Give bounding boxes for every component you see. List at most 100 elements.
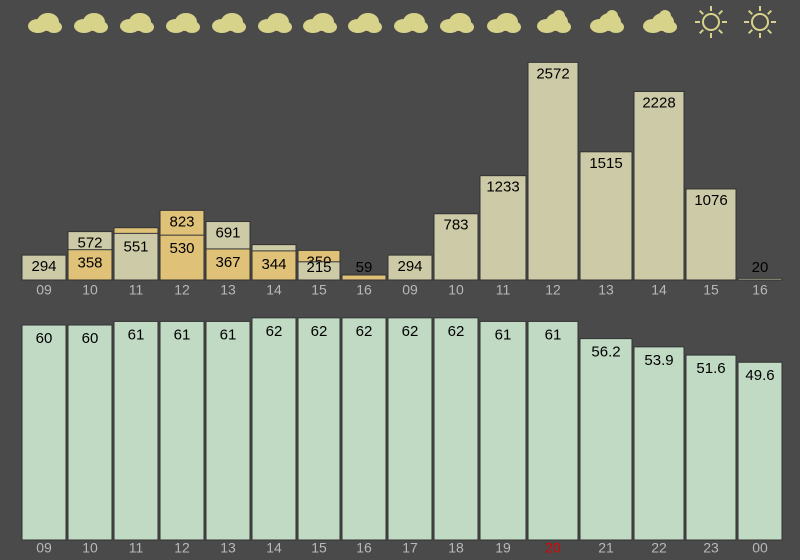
cloud-icon <box>458 21 474 33</box>
sun-ray <box>767 9 773 15</box>
x-label: 15 <box>703 282 719 298</box>
inner-bar <box>113 232 159 281</box>
bar <box>685 354 737 541</box>
bar-label: 60 <box>82 330 99 347</box>
bar-label: 62 <box>356 323 373 340</box>
cloud-icon <box>92 21 108 33</box>
bar-label: 59 <box>356 259 373 276</box>
bar <box>579 338 633 541</box>
bar-label: 20 <box>752 259 769 276</box>
bar-label: 823 <box>169 213 194 230</box>
bar <box>387 317 433 541</box>
x-label: 11 <box>129 282 144 298</box>
x-label: 10 <box>82 282 98 298</box>
bar-label: 691 <box>215 224 240 241</box>
cloud-icon <box>555 21 571 33</box>
bar <box>685 188 737 281</box>
bar <box>205 320 251 541</box>
bar <box>21 254 67 281</box>
bar <box>341 274 387 281</box>
cloud-icon <box>661 21 677 33</box>
inner-bar-label: 551 <box>123 238 148 255</box>
x-label: 09 <box>36 540 52 556</box>
x-label: 10 <box>82 540 98 556</box>
x-label: 21 <box>598 540 614 556</box>
x-label: 20 <box>545 540 561 556</box>
inner-bar-label: 358 <box>77 255 102 272</box>
bar <box>21 324 67 541</box>
bar <box>341 317 387 541</box>
inner-bar-label: 215 <box>306 259 331 276</box>
bar-label: 2572 <box>536 65 569 82</box>
inner-bar <box>205 248 251 281</box>
cloud-icon <box>366 21 382 33</box>
bar <box>633 346 685 541</box>
bar <box>159 320 205 541</box>
bar <box>433 317 479 541</box>
inner-bar <box>67 249 113 281</box>
x-label: 14 <box>266 282 282 298</box>
x-label: 19 <box>495 540 511 556</box>
bar-label: 61 <box>545 326 562 343</box>
inner-bar <box>251 250 297 281</box>
bar <box>67 324 113 541</box>
cloud-icon <box>46 21 62 33</box>
cloud-icon <box>321 21 337 33</box>
bar-label: 1515 <box>589 155 622 172</box>
inner-bar-label: 530 <box>169 240 194 257</box>
bar-label: 1233 <box>486 179 519 196</box>
x-label: 12 <box>174 540 190 556</box>
cloud-icon <box>505 21 521 33</box>
bar-label: 53.9 <box>644 352 673 369</box>
x-label: 10 <box>448 282 464 298</box>
cloud-icon <box>230 21 246 33</box>
x-label: 14 <box>651 282 667 298</box>
x-label: 16 <box>356 282 372 298</box>
sun-ray <box>747 29 753 35</box>
x-label: 13 <box>220 540 236 556</box>
bar-label: 61 <box>220 326 237 343</box>
x-label: 16 <box>356 540 372 556</box>
bar <box>527 320 579 541</box>
bar-label: 294 <box>397 258 422 275</box>
sun-icon <box>702 13 720 31</box>
bar <box>527 61 579 281</box>
sun-ray <box>718 9 724 15</box>
cloud-icon <box>412 21 428 33</box>
bar <box>297 317 341 541</box>
sun-ray <box>767 29 773 35</box>
bar <box>387 254 433 281</box>
sun-ray <box>747 9 753 15</box>
sun-ray <box>718 29 724 35</box>
x-label: 12 <box>174 282 190 298</box>
x-label: 15 <box>311 540 327 556</box>
bar <box>251 317 297 541</box>
x-label: 09 <box>402 282 418 298</box>
x-label: 00 <box>752 540 768 556</box>
x-label: 16 <box>752 282 768 298</box>
bar-label: 62 <box>311 323 328 340</box>
x-label: 13 <box>598 282 614 298</box>
bar <box>433 213 479 281</box>
bar-label: 49.6 <box>745 367 774 384</box>
bar-label: 2228 <box>642 94 675 111</box>
bar-label: 294 <box>31 258 56 275</box>
x-label: 09 <box>36 282 52 298</box>
cloud-icon <box>184 21 200 33</box>
bar-label: 62 <box>402 323 419 340</box>
bar-label: 51.6 <box>696 360 725 377</box>
inner-bar <box>159 234 205 281</box>
x-label: 18 <box>448 540 464 556</box>
sun-icon <box>751 13 769 31</box>
inner-bar-label: 367 <box>215 254 240 271</box>
bar <box>737 361 783 541</box>
x-label: 22 <box>651 540 667 556</box>
inner-bar-label: 344 <box>261 256 286 273</box>
x-label: 15 <box>311 282 327 298</box>
bar <box>579 151 633 281</box>
bar <box>113 320 159 541</box>
x-label: 13 <box>220 282 236 298</box>
bar-label: 62 <box>266 323 283 340</box>
